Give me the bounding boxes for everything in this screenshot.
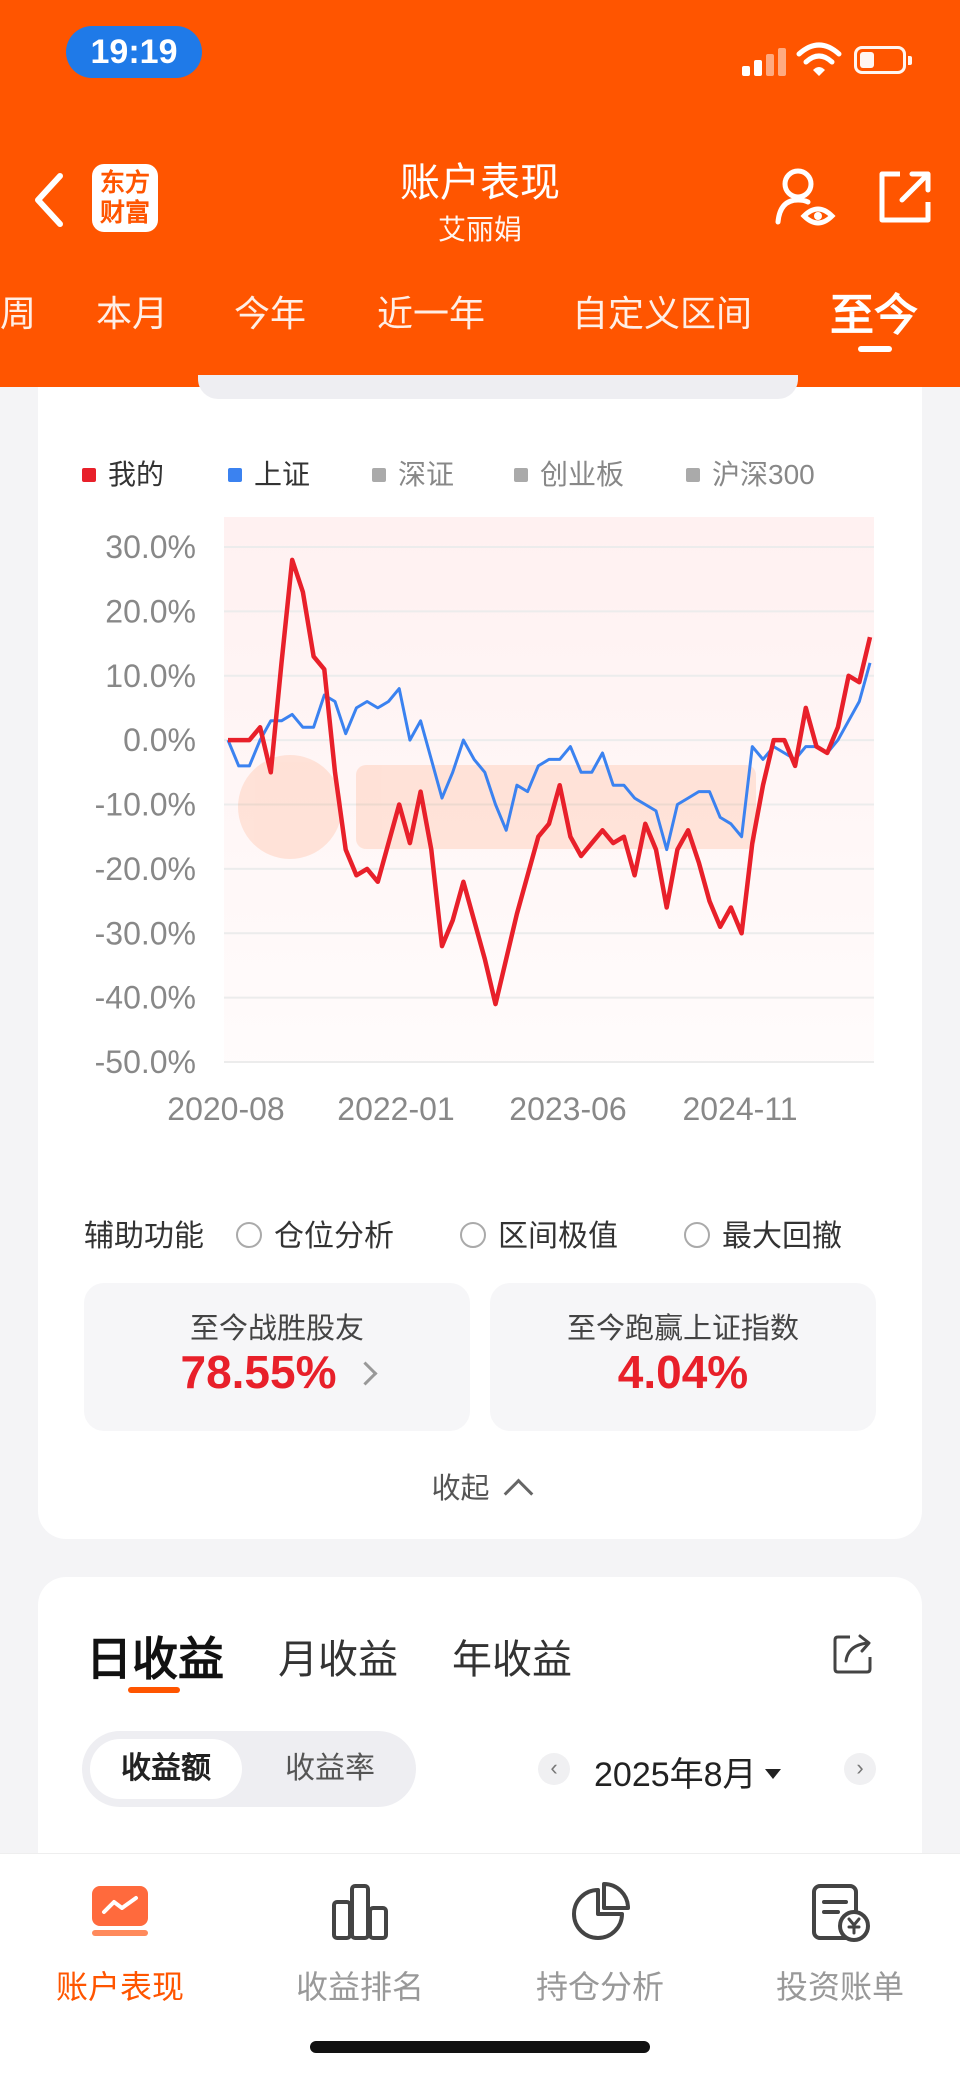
legend-shanghai[interactable]: 上证 <box>228 453 310 493</box>
option-range-extremes[interactable]: 区间极值 <box>460 1211 618 1255</box>
chart-grid <box>224 546 874 1063</box>
export-icon[interactable] <box>832 1631 876 1675</box>
status-time: 19:19 <box>66 26 202 78</box>
y-tick-label: 10.0% <box>105 658 196 694</box>
performance-card: 我的 上证 深证 创业板 沪深300 30.0% 20.0% 10.0% 0.0% -1… <box>38 375 922 1539</box>
chart-area-bg <box>224 517 874 1062</box>
x-tick-label: 2020-08 <box>167 1091 284 1127</box>
beat-index-stat: 至今跑赢上证指数 4.04% <box>490 1283 876 1431</box>
radio-icon <box>236 1222 262 1249</box>
month-dropdown[interactable]: 2025年8月 <box>594 1747 781 1796</box>
chart-series <box>226 557 873 1007</box>
earnings-card: 日收益 月收益 年收益 收益额 收益率 ‹ 2025年8月 › <box>38 1577 922 1877</box>
radio-icon <box>460 1222 486 1249</box>
y-tick-label: -40.0% <box>95 980 196 1016</box>
collapse-button[interactable]: 收起 <box>38 1465 922 1509</box>
y-tick-label: -50.0% <box>95 1044 196 1080</box>
y-tick-label: -30.0% <box>95 915 196 951</box>
chevron-right-icon <box>352 1361 378 1386</box>
earnings-tab-indicator <box>128 1687 180 1693</box>
earnings-type-toggle: 收益额 收益率 <box>82 1731 416 1807</box>
share-icon[interactable] <box>876 168 934 226</box>
y-tick-label: -10.0% <box>95 787 196 823</box>
legend-shenzhen[interactable]: 深证 <box>372 453 454 493</box>
x-axis-ticks: 2020-08 2022-01 2023-06 2024-11 <box>167 1091 797 1127</box>
tab-this-month[interactable]: 本月 <box>96 293 169 334</box>
legend-csi300[interactable]: 沪深300 <box>686 453 815 493</box>
next-month-button[interactable]: › <box>844 1753 876 1785</box>
x-tick-label: 2022-01 <box>337 1091 454 1127</box>
nav-account-performance[interactable]: 账户表现 <box>0 1880 240 2008</box>
page-title: 账户表现 <box>400 161 560 205</box>
y-tick-label: 20.0% <box>105 593 196 629</box>
tab-daily-earnings[interactable]: 日收益 <box>86 1633 224 1685</box>
back-icon[interactable] <box>30 170 70 230</box>
y-tick-label: -20.0% <box>95 851 196 887</box>
y-tick-label: 30.0% <box>105 529 196 565</box>
series-line-mine <box>228 557 873 1007</box>
aux-functions: 辅助功能 仓位分析 区间极值 最大回撤 <box>84 1205 904 1255</box>
pie-chart-icon <box>572 1882 630 1940</box>
option-position-analysis[interactable]: 仓位分析 <box>236 1211 394 1255</box>
signal-icon <box>742 46 786 76</box>
caret-down-icon <box>764 1769 781 1780</box>
x-tick-label: 2024-11 <box>682 1091 797 1127</box>
header: 19:19 东方 财富 账户表现 艾丽娟 周 本月 今年 近一年 自定义区间 至… <box>0 0 960 387</box>
legend-chinext[interactable]: 创业板 <box>514 453 624 493</box>
radio-icon <box>684 1222 710 1249</box>
account-name: 艾丽娟 <box>437 214 522 245</box>
legend-mine[interactable]: 我的 <box>82 453 164 493</box>
tab-to-date[interactable]: 至今 <box>830 291 918 340</box>
chevron-up-icon <box>503 1478 533 1509</box>
tab-yearly-earnings[interactable]: 年收益 <box>452 1638 572 1682</box>
tab-monthly-earnings[interactable]: 月收益 <box>278 1638 398 1682</box>
nav-investment-bill[interactable]: 投资账单 <box>720 1880 960 2008</box>
nav-holdings-analysis[interactable]: 持仓分析 <box>480 1880 720 2008</box>
bar-ranking-icon <box>332 1884 388 1940</box>
chart-screen-icon <box>92 1886 148 1936</box>
y-tick-label: 0.0% <box>123 722 196 758</box>
bottom-nav: 账户表现 收益排名 持仓分析 投资账单 <box>0 1853 960 2080</box>
eastmoney-logo: 东方 财富 <box>92 164 158 232</box>
series-line-shanghai <box>226 662 872 852</box>
battery-icon <box>854 46 912 74</box>
period-tabs: 周 本月 今年 近一年 自定义区间 至今 <box>0 285 960 355</box>
tab-custom-range[interactable]: 自定义区间 <box>572 293 753 334</box>
segment-amount[interactable]: 收益额 <box>90 1739 242 1799</box>
chart-watermark <box>238 755 756 859</box>
user-eye-icon[interactable] <box>774 166 836 232</box>
tab-week[interactable]: 周 <box>0 293 37 334</box>
home-indicator <box>310 2041 650 2053</box>
option-max-drawdown[interactable]: 最大回撤 <box>684 1211 842 1255</box>
x-tick-label: 2023-06 <box>509 1091 626 1127</box>
nav-earnings-ranking[interactable]: 收益排名 <box>240 1880 480 2008</box>
active-tab-indicator <box>858 346 892 352</box>
card-top-tab <box>198 375 798 399</box>
prev-month-button[interactable]: ‹ <box>538 1753 570 1785</box>
y-axis-ticks: 30.0% 20.0% 10.0% 0.0% -10.0% -20.0% -30.0% -40… <box>95 529 196 1080</box>
bill-icon <box>812 1884 870 1942</box>
tab-this-year[interactable]: 今年 <box>234 293 307 334</box>
tab-last-year[interactable]: 近一年 <box>377 293 486 334</box>
beat-peers-stat[interactable]: 至今战胜股友 78.55% <box>84 1283 470 1431</box>
return-line-chart[interactable]: 30.0% 20.0% 10.0% 0.0% -10.0% -20.0% -30.0% -40… <box>38 517 922 1157</box>
segment-rate[interactable]: 收益率 <box>285 1752 375 1785</box>
wifi-icon <box>796 42 842 76</box>
month-selector: ‹ 2025年8月 › <box>538 1745 898 1795</box>
aux-label: 辅助功能 <box>84 1220 204 1253</box>
